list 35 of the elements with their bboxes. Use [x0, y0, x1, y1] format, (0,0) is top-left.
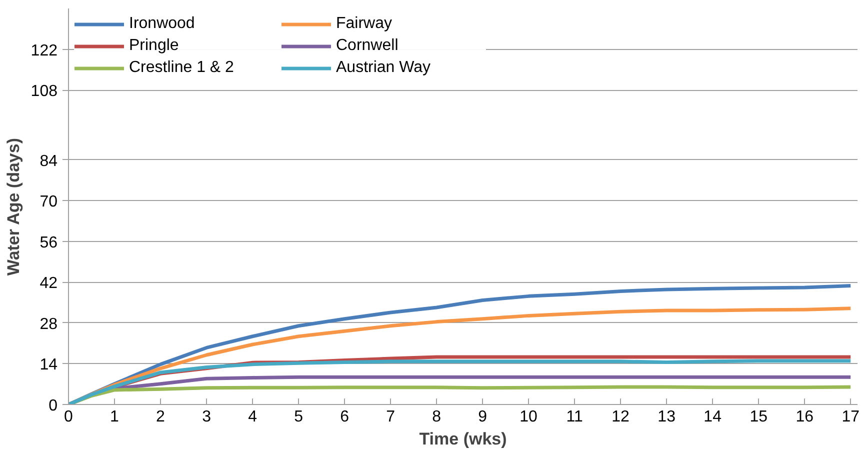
x-tick-label: 6 [340, 408, 350, 426]
x-tick-label: 2 [156, 408, 166, 426]
legend-label: Ironwood [129, 15, 196, 33]
y-tick-label: 0 [48, 398, 58, 414]
x-tick-label: 15 [750, 408, 768, 426]
y-tick-label: 122 [30, 42, 58, 60]
x-tick-label: 14 [704, 408, 722, 426]
legend-label: Crestline 1 & 2 [129, 59, 235, 77]
x-tick-label: 13 [658, 408, 676, 426]
legend-label: Pringle [129, 37, 180, 55]
x-tick-label: 3 [202, 408, 212, 426]
x-tick-label: 10 [520, 408, 538, 426]
y-tick-label: 70 [40, 194, 58, 211]
x-tick-label: 9 [478, 408, 488, 426]
y-tick-label: 84 [40, 152, 58, 170]
x-tick-label: 4 [248, 408, 258, 426]
legend-label: Cornwell [336, 37, 400, 55]
x-tick-label: 5 [294, 408, 304, 426]
x-tick-label: 11 [566, 408, 583, 426]
legend-label: Fairway [336, 15, 394, 33]
x-axis-title: Time (wks) [419, 430, 507, 448]
x-tick-label: 17 [842, 408, 860, 426]
x-tick-label: 0 [64, 408, 74, 426]
y-tick-label: 28 [40, 316, 58, 333]
x-tick-label: 8 [432, 408, 442, 426]
legend-label: Austrian Way [336, 59, 432, 77]
y-tick-label: 42 [40, 275, 58, 292]
y-tick-label: 14 [40, 356, 58, 374]
x-tick-label: 12 [612, 408, 630, 426]
x-tick-label: 7 [386, 408, 396, 426]
y-tick-label: 56 [40, 234, 58, 252]
x-tick-label: 1 [110, 408, 120, 426]
y-axis-title: Water Age (days) [4, 138, 23, 276]
y-tick-label: 108 [30, 83, 58, 100]
x-tick-label: 16 [796, 408, 814, 426]
